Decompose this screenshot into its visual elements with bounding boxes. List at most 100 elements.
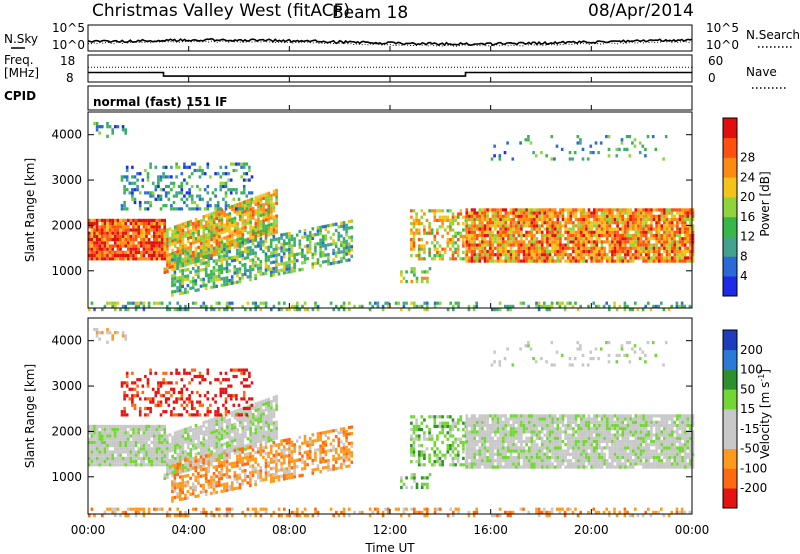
velocity-cell <box>184 484 187 488</box>
power-cell <box>499 227 502 231</box>
power-cell <box>244 308 247 312</box>
power-cell <box>172 184 176 189</box>
power-cell <box>210 247 213 251</box>
power-cell <box>160 247 164 251</box>
velocity-cell <box>160 447 164 451</box>
power-cell <box>624 224 627 228</box>
velocity-cell <box>303 460 307 464</box>
velocity-cell <box>220 449 224 453</box>
power-cell <box>127 241 130 245</box>
velocity-cell <box>308 440 312 444</box>
power-cell <box>494 214 497 218</box>
velocity-cell <box>282 438 286 443</box>
power-cell <box>192 301 195 305</box>
power-cell <box>93 234 96 238</box>
velocity-cell <box>272 411 276 415</box>
velocity-cell <box>184 462 187 467</box>
velocity-cell <box>256 469 260 473</box>
power-cell <box>192 257 195 261</box>
power-cell <box>585 221 588 225</box>
velocity-cell <box>127 424 130 428</box>
power-cell <box>241 201 245 205</box>
velocity-cell <box>228 434 232 438</box>
power-cell <box>637 246 640 250</box>
velocity-cell <box>166 475 169 480</box>
power-cell <box>197 226 200 230</box>
power-cell <box>517 214 521 218</box>
power-cell <box>147 218 151 222</box>
velocity-cell <box>93 447 96 451</box>
velocity-cell <box>217 483 221 487</box>
power-cell <box>600 211 604 215</box>
power-cell <box>650 237 653 241</box>
power-cell <box>192 231 195 235</box>
power-cell <box>293 262 296 266</box>
power-cell <box>90 234 94 238</box>
power-cell <box>616 253 619 257</box>
power-cell <box>209 204 212 208</box>
velocity-cell <box>101 460 104 464</box>
velocity-cell <box>114 440 117 444</box>
power-cell <box>334 254 338 258</box>
power-cell <box>668 256 671 260</box>
power-cell <box>618 217 622 222</box>
power-cell <box>127 254 130 258</box>
power-cell <box>665 253 669 257</box>
power-cell <box>207 235 211 239</box>
velocity-cell <box>238 460 242 464</box>
power-cell <box>590 243 593 247</box>
velocity-cell <box>153 431 156 435</box>
power-cell <box>676 227 679 231</box>
power-cell <box>241 210 245 214</box>
power-cell <box>236 209 239 213</box>
power-cell <box>475 233 479 238</box>
power-cell <box>650 217 653 222</box>
power-cell <box>655 230 658 234</box>
velocity-cell <box>241 482 244 486</box>
power-cell <box>319 228 322 233</box>
power-cell <box>603 256 606 260</box>
power-cell <box>272 221 276 225</box>
power-cell <box>412 247 416 251</box>
power-cell <box>572 224 575 228</box>
velocity-cell <box>311 442 315 446</box>
velocity-cell <box>205 433 208 437</box>
power-cell <box>189 254 192 258</box>
power-cell <box>634 240 638 244</box>
power-cell <box>647 214 651 218</box>
power-cell <box>660 217 664 222</box>
velocity-cell <box>275 443 278 447</box>
power-cell <box>426 279 429 284</box>
power-cell <box>504 304 507 308</box>
power-cell <box>280 243 283 247</box>
power-cell <box>574 237 578 241</box>
velocity-cell <box>267 461 270 465</box>
power-cell <box>618 243 622 247</box>
power-cell <box>197 220 200 224</box>
power-cell <box>345 239 348 243</box>
velocity-cell <box>262 422 265 426</box>
velocity-cell <box>121 434 125 438</box>
power-cell <box>202 224 206 228</box>
velocity-cell <box>212 491 216 495</box>
power-cell <box>676 249 679 254</box>
power-cell <box>272 205 276 209</box>
power-cell <box>153 257 156 261</box>
velocity-cell <box>228 427 232 431</box>
velocity-cell <box>147 428 151 432</box>
velocity-cell <box>88 447 91 451</box>
power-cell <box>147 225 151 229</box>
power-cell <box>243 266 247 270</box>
power-cell <box>533 214 536 218</box>
power-cell <box>176 224 180 228</box>
velocity-cell <box>179 471 182 475</box>
power-cell <box>465 227 469 231</box>
power-cell <box>240 165 243 169</box>
velocity-cell <box>189 435 193 439</box>
power-cell <box>140 254 143 258</box>
velocity-cell <box>236 461 239 465</box>
velocity-cell <box>241 479 244 483</box>
power-cell <box>163 229 167 233</box>
power-cell <box>582 230 586 234</box>
power-cell <box>629 243 632 247</box>
